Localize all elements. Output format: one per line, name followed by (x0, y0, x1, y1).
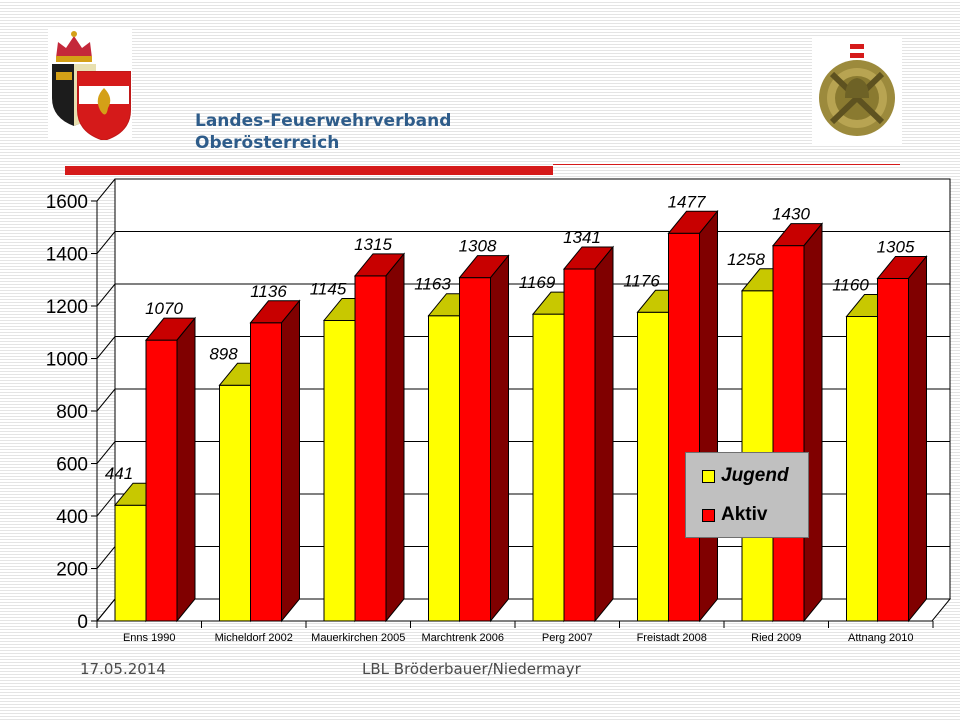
bar-side-aktiv-3 (490, 254, 509, 623)
bar-side-aktiv-0 (176, 316, 196, 623)
organization-title: Landes-Feuerwehrverband Oberösterreich (195, 110, 451, 154)
bar-jugend-1 (219, 384, 251, 622)
x-tick-label-7: Attnang 2010 (848, 632, 913, 644)
x-tick-label-6: Ried 2009 (751, 632, 801, 644)
x-tick-label-1: Micheldorf 2002 (215, 632, 293, 644)
data-label-jugend-5: 1176 (623, 271, 660, 290)
data-label-aktiv-4: 1341 (563, 228, 601, 247)
header-divider-line (553, 164, 900, 165)
data-label-jugend-0: 441 (105, 464, 133, 483)
bar-aktiv-4 (563, 268, 596, 622)
legend-label-aktiv: Aktiv (721, 504, 768, 525)
bar-side-aktiv-7 (908, 255, 927, 623)
data-label-aktiv-0: 1070 (145, 299, 183, 318)
bar-side-aktiv-6 (803, 222, 823, 623)
y-tick-label-0: 0 (77, 612, 88, 633)
bar-jugend-0 (114, 504, 147, 622)
bar-aktiv-2 (354, 275, 387, 622)
data-label-jugend-7: 1160 (832, 276, 869, 295)
x-tick-label-4: Perg 2007 (542, 632, 593, 644)
y-tick-label-800: 800 (56, 402, 88, 423)
y-tick-label-1600: 1600 (46, 192, 88, 213)
bar-jugend-5 (637, 311, 669, 622)
y-tick-label-200: 200 (56, 560, 88, 581)
legend-swatch-jugend (702, 469, 715, 483)
footer-date: 17.05.2014 (80, 660, 166, 678)
y-tick-label-1200: 1200 (46, 297, 88, 318)
x-tick-label-5: Freistadt 2008 (637, 632, 707, 644)
footer-author: LBL Bröderbauer/Niedermayr (362, 660, 581, 678)
bar-jugend-2 (323, 319, 356, 622)
data-label-aktiv-5: 1477 (668, 192, 706, 211)
y-tick-label-600: 600 (56, 455, 88, 476)
crown-icon (56, 31, 92, 62)
data-label-aktiv-1: 1136 (250, 282, 287, 301)
bar-aktiv-6 (772, 245, 805, 622)
x-tick-label-2: Mauerkirchen 2005 (311, 632, 405, 644)
bar-aktiv-0 (145, 339, 178, 622)
bar-jugend-3 (428, 315, 460, 622)
x-tick-label-3: Marchtrenk 2006 (421, 632, 504, 644)
bar-side-aktiv-4 (594, 245, 614, 623)
legend-swatch-aktiv (702, 508, 715, 522)
header-divider-bar (65, 166, 553, 175)
org-name-line2: Oberösterreich (195, 133, 340, 153)
x-tick-label-0: Enns 1990 (123, 632, 176, 644)
legend-label-jugend: Jugend (721, 465, 789, 486)
bar-aktiv-3 (459, 277, 491, 622)
chart-container: 0 200 400 600 800 1000 1200 1400 1600 441 1070 Enns… (40, 175, 955, 655)
y-tick-label-400: 400 (56, 507, 88, 528)
y-tick-label-1000: 1000 (46, 350, 88, 371)
org-name-line1: Landes-Feuerwehrverband (195, 111, 452, 131)
data-label-jugend-4: 1169 (519, 273, 556, 292)
bar-side-aktiv-5 (699, 209, 718, 623)
badge-emblem-icon (819, 60, 895, 136)
data-label-aktiv-2: 1315 (354, 235, 392, 254)
bar-side-aktiv-1 (281, 299, 300, 623)
data-label-aktiv-3: 1308 (459, 237, 497, 256)
data-label-jugend-6: 1258 (727, 250, 765, 269)
bar-aktiv-7 (877, 277, 909, 622)
chart-legend: Jugend Aktiv (685, 452, 809, 538)
bar-jugend-7 (846, 316, 878, 622)
legend-item-jugend: Jugend (702, 465, 789, 487)
fire-brigade-shield-icon (77, 71, 131, 140)
bar-aktiv-1 (250, 322, 282, 622)
data-label-jugend-3: 1163 (414, 275, 451, 294)
data-label-aktiv-7: 1305 (877, 237, 915, 256)
legend-item-aktiv: Aktiv (702, 504, 767, 526)
data-label-aktiv-6: 1430 (772, 205, 810, 224)
data-label-jugend-2: 1145 (310, 279, 347, 298)
bar-side-aktiv-2 (385, 252, 405, 623)
data-label-jugend-1: 898 (209, 344, 238, 363)
coat-of-arms-logo (48, 28, 132, 140)
bar-jugend-4 (532, 313, 565, 622)
bar-chart: 0 200 400 600 800 1000 1200 1400 1600 441 1070 Enns… (46, 178, 952, 644)
y-tick-label-1400: 1400 (46, 245, 88, 266)
bar-aktiv-5 (668, 232, 700, 622)
austria-flag-icon (850, 44, 864, 58)
fire-badge-logo (812, 36, 902, 144)
